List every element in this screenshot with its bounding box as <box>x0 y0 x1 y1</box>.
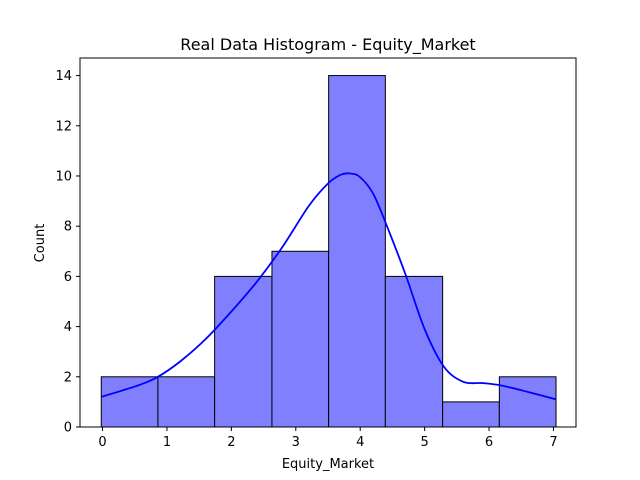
histogram-bar-0 <box>100 376 159 428</box>
x-axis-label: Equity_Market <box>282 457 374 472</box>
x-tick-label: 3 <box>292 435 300 450</box>
histogram-bar-2 <box>214 275 273 428</box>
x-tick-label: 0 <box>98 435 106 450</box>
histogram-bar-3 <box>271 250 330 428</box>
histogram-bar-4 <box>328 75 386 428</box>
x-tick-label: 4 <box>356 435 364 450</box>
y-tick-label: 12 <box>55 119 72 134</box>
x-tick-label: 6 <box>485 435 493 450</box>
histogram-bar-1 <box>157 376 216 428</box>
y-tick-label: 4 <box>64 320 72 335</box>
x-tick-label: 2 <box>227 435 235 450</box>
y-tick-label: 8 <box>64 220 72 235</box>
chart-title: Real Data Histogram - Equity_Market <box>180 35 475 55</box>
x-tick-label: 5 <box>420 435 428 450</box>
y-axis-label: Count <box>33 224 48 263</box>
x-tick-label: 1 <box>163 435 171 450</box>
kde-line <box>100 172 557 401</box>
y-tick-label: 6 <box>64 270 72 285</box>
plot-frame <box>79 57 577 428</box>
x-axis-ticks: 0 1 2 3 4 5 6 7 <box>98 427 558 450</box>
y-axis-ticks: 0 2 4 6 8 10 12 14 <box>55 69 80 436</box>
histogram-bar-7 <box>498 376 557 428</box>
y-tick-label: 14 <box>55 69 72 84</box>
y-tick-label: 0 <box>64 421 72 436</box>
y-tick-label: 10 <box>55 169 72 184</box>
bars-group <box>100 75 557 428</box>
x-tick-label: 7 <box>549 435 557 450</box>
histogram-bar-6 <box>442 401 500 428</box>
y-tick-label: 2 <box>64 370 72 385</box>
